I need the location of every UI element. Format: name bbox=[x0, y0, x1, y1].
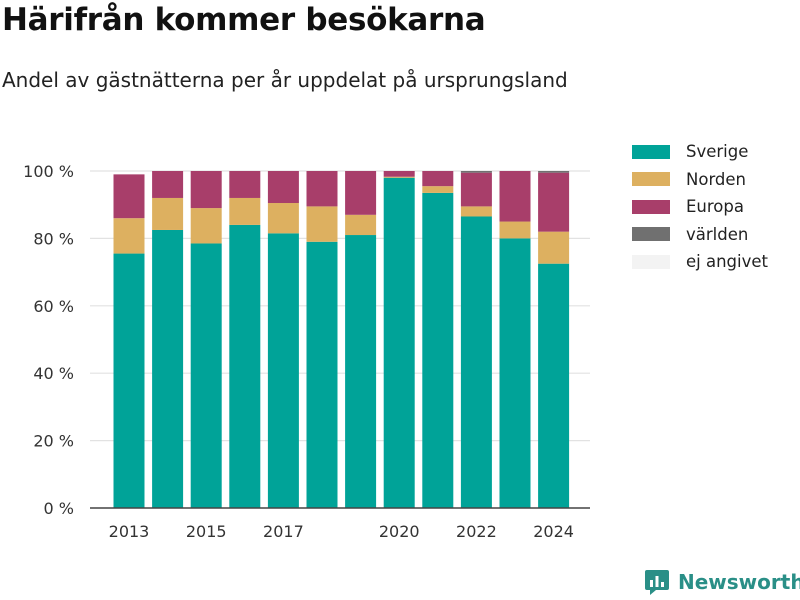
x-tick-label: 2020 bbox=[379, 522, 420, 541]
y-tick-label: 20 % bbox=[33, 432, 74, 451]
bar-segment-europa bbox=[113, 174, 145, 219]
y-tick-label: 100 % bbox=[23, 162, 74, 181]
chart-legend: Sverige Norden Europa världen ej angivet bbox=[632, 138, 768, 276]
y-axis-ticks: 0 % 20 % 40 % 60 % 80 % 100 % bbox=[23, 162, 74, 518]
bar-segment-världen bbox=[460, 171, 492, 173]
legend-swatch bbox=[632, 144, 670, 159]
bar-segment-sverige bbox=[229, 224, 261, 509]
legend-swatch bbox=[632, 254, 670, 269]
x-tick-label: 2024 bbox=[533, 522, 574, 541]
bar-segment-norden bbox=[383, 176, 415, 178]
brand-logo: Newsworthy bbox=[644, 568, 800, 596]
x-tick-label: 2017 bbox=[263, 522, 304, 541]
y-tick-label: 80 % bbox=[33, 229, 74, 248]
y-tick-label: 60 % bbox=[33, 297, 74, 316]
bar-segment-sverige bbox=[306, 241, 338, 508]
bar-segment-sverige bbox=[190, 243, 222, 508]
legend-item[interactable]: ej angivet bbox=[632, 248, 768, 276]
bar-segment-sverige bbox=[267, 233, 299, 508]
bar-segment-norden bbox=[267, 203, 299, 234]
bar-segment-europa bbox=[267, 171, 299, 204]
bar-segment-sverige bbox=[499, 238, 531, 508]
bar-segment-norden bbox=[345, 214, 377, 236]
brand-name: Newsworthy bbox=[678, 570, 800, 594]
legend-label: ej angivet bbox=[686, 252, 768, 272]
y-tick-label: 40 % bbox=[33, 364, 74, 383]
bar-segment-europa bbox=[422, 171, 454, 187]
bar-segment-norden bbox=[190, 208, 222, 244]
bar-segment-sverige bbox=[460, 216, 492, 508]
x-axis-ticks: 2013 2015 2017 2020 2022 2024 bbox=[109, 522, 574, 541]
bar-segment-norden bbox=[113, 218, 145, 254]
y-tick-label: 0 % bbox=[44, 499, 74, 518]
bar-segment-europa bbox=[538, 172, 570, 232]
bar-segment-sverige bbox=[422, 192, 454, 508]
legend-item[interactable]: världen bbox=[632, 221, 768, 249]
bars bbox=[113, 171, 570, 509]
bar-segment-norden bbox=[422, 186, 454, 193]
bar-segment-sverige bbox=[345, 235, 377, 508]
legend-swatch bbox=[632, 172, 670, 187]
bar-segment-sverige bbox=[113, 253, 145, 508]
legend-label: världen bbox=[686, 224, 749, 244]
bar-segment-europa bbox=[383, 171, 415, 177]
bar-segment-sverige bbox=[383, 177, 415, 509]
legend-label: Europa bbox=[686, 197, 744, 217]
bar-segment-europa bbox=[345, 171, 377, 215]
x-tick-label: 2013 bbox=[109, 522, 150, 541]
bar-segment-europa bbox=[152, 171, 184, 198]
legend-item[interactable]: Europa bbox=[632, 193, 768, 221]
x-tick-label: 2015 bbox=[186, 522, 227, 541]
bar-segment-sverige bbox=[152, 229, 184, 508]
legend-swatch bbox=[632, 227, 670, 242]
bar-segment-norden bbox=[306, 206, 338, 242]
legend-item[interactable]: Sverige bbox=[632, 138, 768, 166]
bar-segment-världen bbox=[538, 171, 570, 173]
bar-segment-europa bbox=[229, 171, 261, 198]
chart-title: Härifrån kommer besökarna bbox=[2, 2, 486, 38]
bar-segment-europa bbox=[190, 171, 222, 209]
bar-segment-norden bbox=[152, 197, 184, 230]
bar-segment-sverige bbox=[538, 263, 570, 508]
legend-label: Sverige bbox=[686, 142, 749, 162]
bar-segment-europa bbox=[306, 171, 338, 207]
bar-segment-norden bbox=[538, 231, 570, 264]
legend-swatch bbox=[632, 199, 670, 214]
bar-segment-norden bbox=[460, 206, 492, 217]
x-tick-label: 2022 bbox=[456, 522, 497, 541]
bar-segment-europa bbox=[499, 171, 531, 222]
legend-item[interactable]: Norden bbox=[632, 166, 768, 194]
bar-segment-norden bbox=[229, 197, 261, 225]
bar-segment-europa bbox=[460, 172, 492, 207]
chart-subtitle: Andel av gästnätterna per år uppdelat på… bbox=[2, 68, 568, 92]
bar-segment-norden bbox=[499, 221, 531, 239]
legend-label: Norden bbox=[686, 169, 747, 189]
newsworthy-logo-icon bbox=[645, 570, 669, 595]
